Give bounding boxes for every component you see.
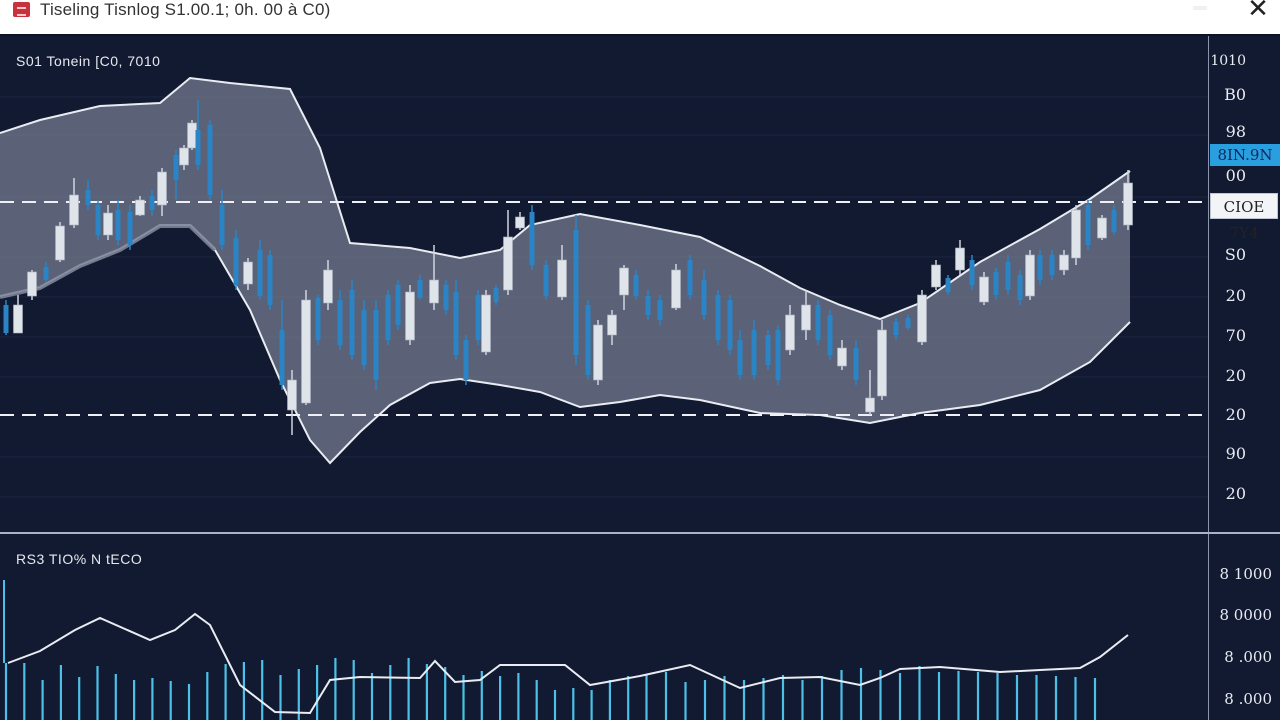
price-axis-tick: 20 (1225, 286, 1246, 305)
indicator-axis-tick: 8 1000 (1219, 565, 1273, 583)
price-axis-tick: 20 (1225, 405, 1246, 424)
price-axis-tick: S0 (1224, 245, 1246, 264)
candlesticks (3, 100, 1133, 435)
bollinger-lower-soft-line (0, 224, 217, 299)
current-price-tag: 8IN.9N (1210, 144, 1280, 166)
pane-divider[interactable] (0, 532, 1280, 534)
price-axis-tick: 98 (1225, 122, 1246, 141)
price-axis-tick: 90 (1225, 444, 1246, 463)
indicator-pane-label: RS3 TIO% N tECO (16, 551, 143, 567)
price-axis-line (1208, 36, 1209, 532)
bollinger-lower-line (214, 249, 1131, 465)
indicator-axis-line (1208, 534, 1209, 720)
indicator-axis-tick: 8 .000 (1224, 690, 1272, 708)
price-axis-tick: 00 (1225, 166, 1246, 185)
indicator-chart-pane[interactable] (0, 534, 1280, 720)
level-price-tag: CIOE 7Y4 (1210, 193, 1278, 242)
minimize-ghost-icon (1193, 6, 1207, 10)
indicator-axis-tick: 8 0000 (1219, 606, 1273, 624)
indicator-axis-tick: 8 .000 (1224, 648, 1272, 666)
price-axis-tick: 20 (1225, 484, 1246, 503)
price-axis-tick: B0 (1224, 85, 1246, 104)
price-axis-tick: 20 (1225, 366, 1246, 385)
price-axis-tick: 70 (1225, 326, 1246, 345)
oscillator-line (7, 612, 1129, 715)
window-title: Tiseling Tisnlog S1.00.1; 0h. 00 à C0) (40, 0, 331, 19)
close-button[interactable]: ✕ (1247, 0, 1269, 24)
price-pane-label: S01 Tonein [C0, 7010 (16, 53, 161, 69)
price-axis-tick: 1010 (1210, 53, 1246, 69)
window-titlebar: Tiseling Tisnlog S1.00.1; 0h. 00 à C0) ✕ (0, 0, 1280, 36)
chart-app-icon (13, 2, 30, 17)
